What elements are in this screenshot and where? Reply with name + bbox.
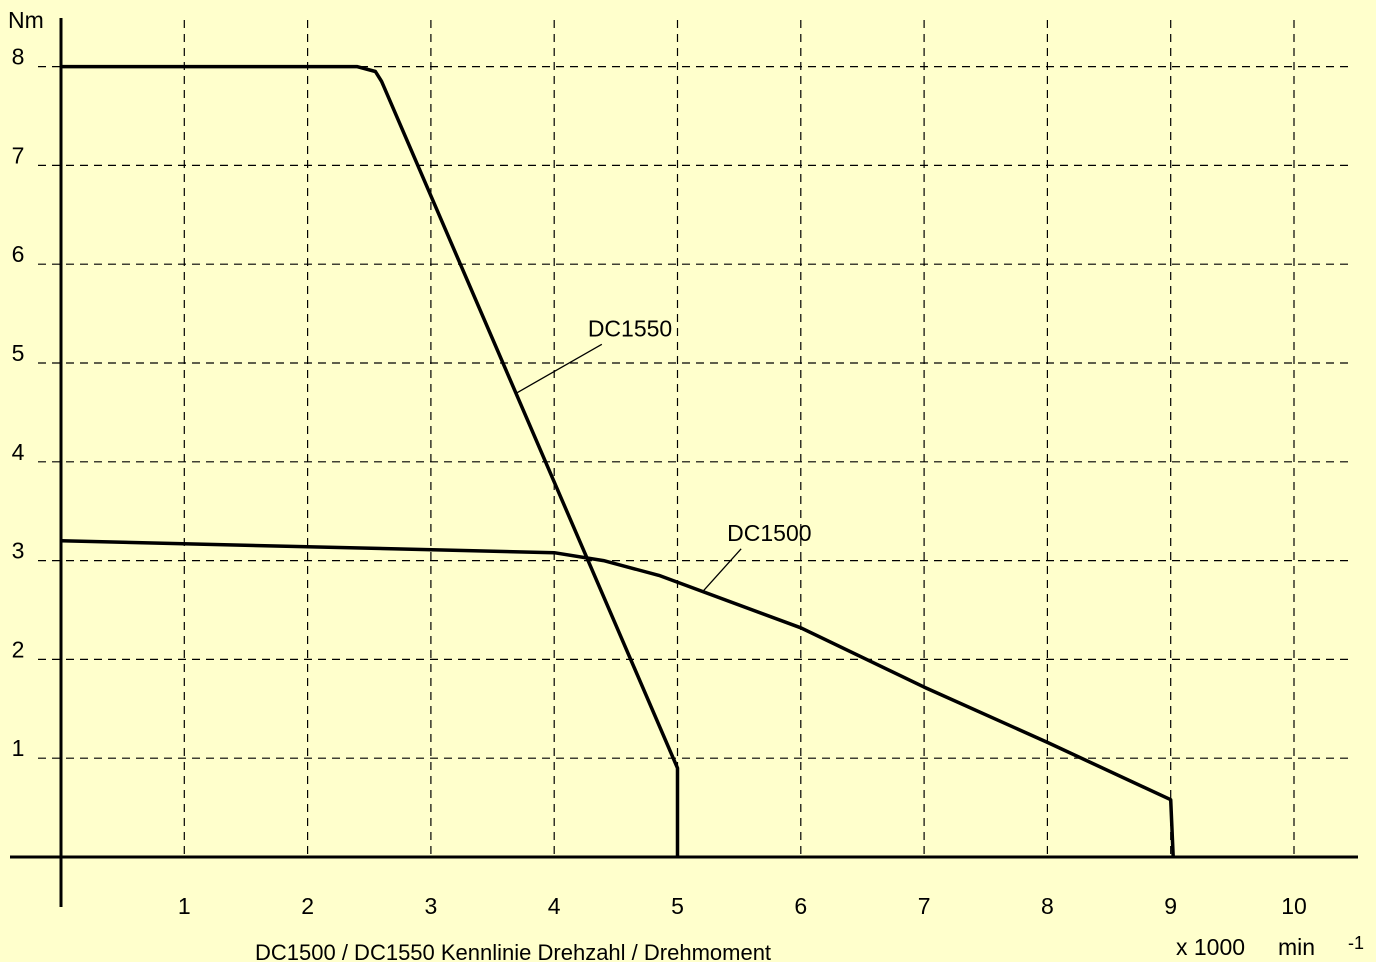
series-label-dc1550: DC1550	[588, 315, 672, 341]
y-tick-label-8: 8	[12, 44, 25, 70]
y-tick-label-3: 3	[12, 538, 25, 564]
x-tick-label-9: 9	[1164, 893, 1177, 919]
y-tick-label-2: 2	[12, 636, 25, 662]
chart-caption: DC1500 / DC1550 Kennlinie Drehzahl / Dre…	[255, 940, 771, 962]
series-lines	[60, 64, 1175, 858]
y-tick-label-1: 1	[12, 735, 25, 761]
x-axis-label-prefix: x 1000	[1176, 934, 1245, 960]
series-label-dc1500: DC1500	[727, 520, 811, 546]
grid-lines	[38, 20, 1350, 857]
series-labels: DC1550 DC1500	[516, 315, 812, 593]
axes	[10, 18, 1358, 907]
x-tick-label-3: 3	[425, 893, 438, 919]
x-axis-label-exponent: -1	[1348, 933, 1364, 953]
y-tick-label-6: 6	[12, 241, 25, 267]
x-tick-label-2: 2	[301, 893, 314, 919]
x-tick-label-6: 6	[794, 893, 807, 919]
series-leader-dc1550	[516, 343, 603, 394]
y-tick-label-5: 5	[12, 340, 25, 366]
series-leader-dc1500	[701, 548, 742, 593]
y-tick-label-4: 4	[12, 439, 25, 465]
x-tick-label-1: 1	[178, 893, 191, 919]
x-axis-label-unit: min	[1278, 934, 1315, 960]
tick-labels: 1 2 3 4 5 6 7 8 9 10 1 2 3 4 5 6 7 8	[12, 44, 1307, 919]
x-tick-label-8: 8	[1041, 893, 1054, 919]
series-line-dc1500	[60, 539, 1175, 858]
x-tick-label-4: 4	[548, 893, 561, 919]
x-tick-label-7: 7	[918, 893, 931, 919]
series-line-dc1550	[61, 64, 680, 857]
x-tick-label-5: 5	[671, 893, 684, 919]
y-tick-label-7: 7	[12, 142, 25, 168]
y-axis-label: Nm	[8, 7, 44, 33]
x-tick-label-10: 10	[1281, 893, 1307, 919]
